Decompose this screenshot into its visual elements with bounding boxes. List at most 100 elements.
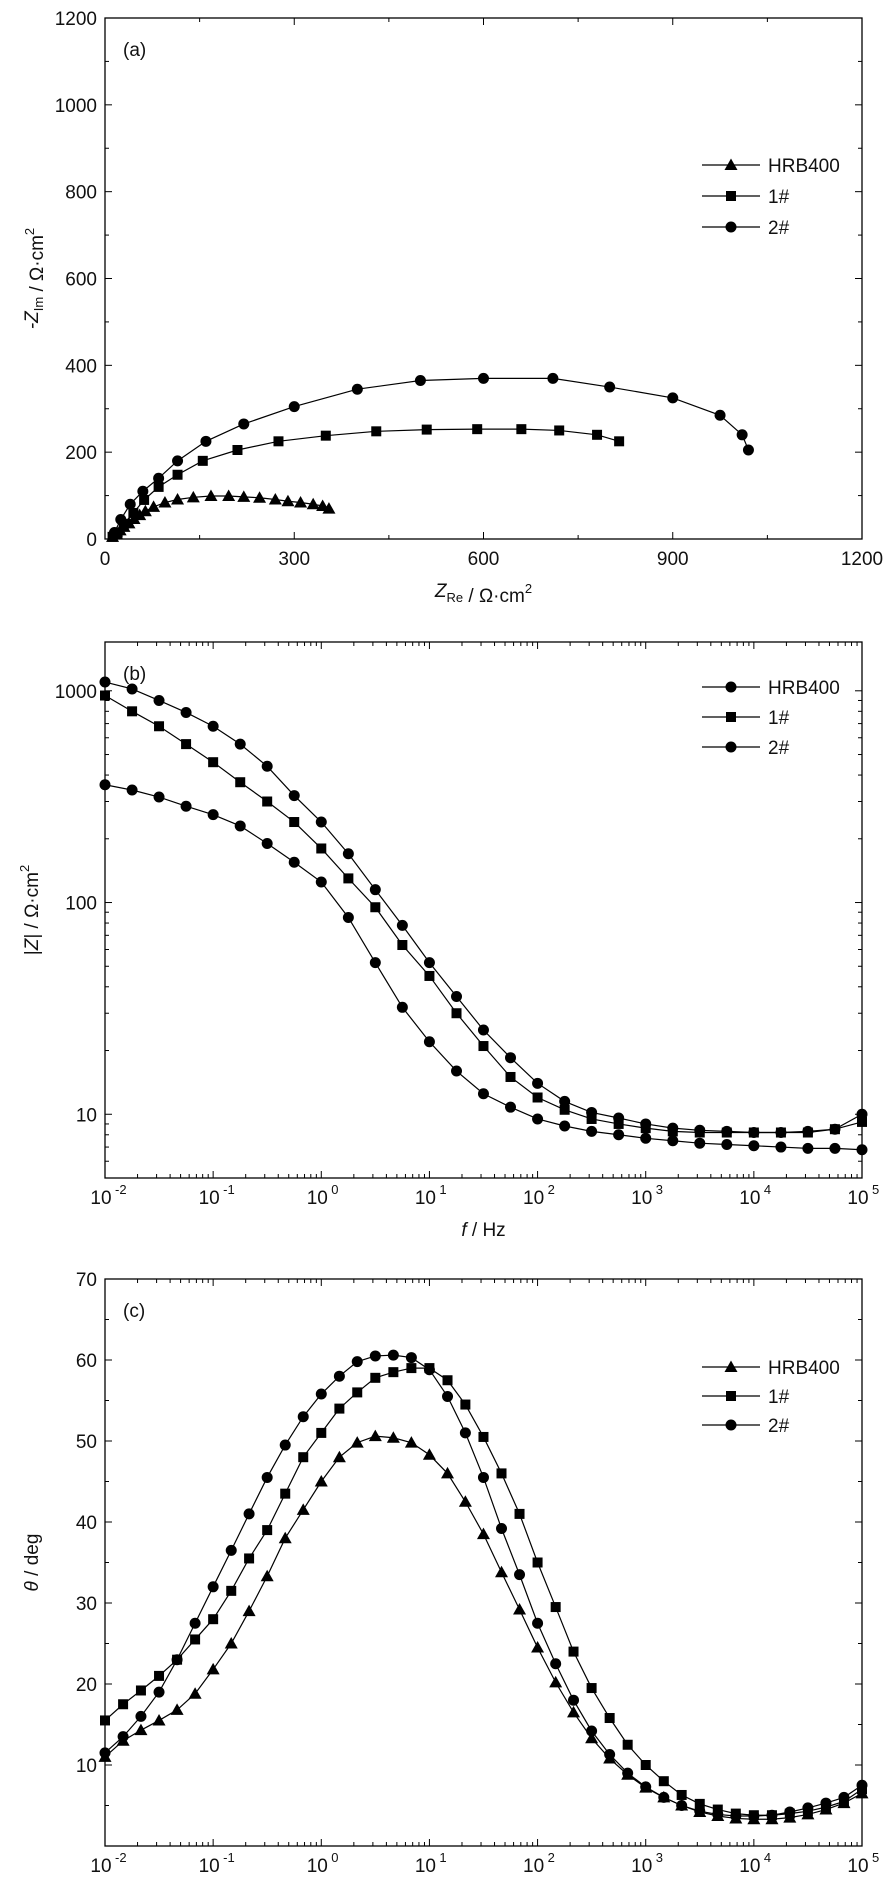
data-point <box>451 990 463 1002</box>
data-point <box>712 1808 724 1820</box>
data-point <box>296 1503 310 1515</box>
data-point <box>532 1092 543 1103</box>
series-2# <box>99 676 868 1139</box>
data-point <box>333 1370 345 1382</box>
svg-text:4: 4 <box>764 1182 771 1197</box>
data-point <box>207 1581 219 1593</box>
data-point <box>158 496 172 508</box>
legend-label: 2# <box>768 218 790 239</box>
svg-text:10: 10 <box>199 1856 220 1877</box>
y-tick-label-4: 800 <box>65 183 97 204</box>
data-point <box>532 1077 544 1089</box>
x-tick-label-4: 10 2 <box>523 1182 555 1209</box>
data-point <box>235 777 246 788</box>
data-point <box>516 424 527 435</box>
legend-marker <box>725 741 737 753</box>
data-point <box>100 690 110 701</box>
data-point <box>128 507 139 518</box>
x-tick-label-6: 10 4 <box>739 1182 771 1209</box>
data-point <box>856 1108 868 1120</box>
data-point <box>676 1789 687 1800</box>
data-point <box>369 1350 381 1362</box>
data-point <box>351 383 363 395</box>
y-tick-label-3: 40 <box>76 1513 97 1534</box>
data-point <box>531 1641 545 1653</box>
data-point <box>279 1439 291 1451</box>
data-point <box>207 809 219 821</box>
data-point <box>667 392 679 404</box>
legend-label: HRB400 <box>768 156 840 177</box>
legend-marker <box>726 191 736 201</box>
x-axis: 0 300 600 900 1200 <box>100 18 883 570</box>
legend-entry-1#: 1# <box>702 708 790 729</box>
x-tick-label-3: 10 1 <box>415 1850 447 1877</box>
data-point <box>766 1809 778 1821</box>
y-tick-label-1: 100 <box>65 894 97 915</box>
data-point <box>100 1715 110 1726</box>
data-point <box>414 375 426 387</box>
data-point <box>180 800 192 812</box>
panel-label: (a) <box>123 40 146 61</box>
data-point <box>232 444 243 455</box>
svg-text:3: 3 <box>656 1850 663 1865</box>
svg-text:10: 10 <box>739 1188 760 1209</box>
x-tick-label-1: 10 -1 <box>199 1850 235 1877</box>
data-point <box>154 1670 165 1681</box>
data-point <box>386 1431 400 1443</box>
legend-entry-1#: 1# <box>702 1387 790 1408</box>
legend-marker <box>724 1360 738 1372</box>
data-point <box>784 1806 796 1818</box>
data-point <box>748 1810 760 1822</box>
data-point <box>334 1403 345 1414</box>
series-1# <box>100 690 867 1138</box>
data-point <box>622 1767 634 1779</box>
data-point <box>714 409 726 421</box>
data-point <box>117 1731 129 1743</box>
data-point <box>342 848 354 860</box>
data-point <box>289 817 300 828</box>
data-point <box>126 784 138 796</box>
data-point <box>237 490 251 502</box>
data-point <box>694 1798 705 1809</box>
data-point <box>622 1739 633 1750</box>
data-point <box>640 1118 652 1130</box>
data-point <box>262 1525 273 1536</box>
data-point <box>694 1137 706 1149</box>
y-tick-label-1: 20 <box>76 1675 97 1696</box>
data-point <box>153 694 165 706</box>
y-tick-label-1: 200 <box>65 443 97 464</box>
series-line <box>113 377 750 533</box>
data-point <box>288 790 300 802</box>
legend-marker <box>725 681 737 693</box>
data-point <box>137 485 149 497</box>
data-point <box>322 502 336 514</box>
data-point <box>261 760 273 772</box>
x-tick-label-5: 10 3 <box>631 1850 663 1877</box>
data-point <box>127 512 141 525</box>
data-point <box>838 1791 850 1803</box>
y-axis-label: |Z| / Ω·cm2 <box>17 865 43 955</box>
data-point <box>802 1125 814 1137</box>
legend-entry-2#: 2# <box>702 218 790 239</box>
data-point <box>458 1495 472 1507</box>
data-point <box>170 1703 184 1715</box>
x-axis: 10 -2 10 -1 10 0 10 1 10 2 10 3 10 4 10 5 <box>90 642 879 1209</box>
series-1# <box>107 424 625 542</box>
data-point <box>658 1776 669 1787</box>
series-line <box>104 681 863 1134</box>
data-point <box>604 1713 615 1724</box>
legend: HRB400 1# 2# <box>702 1358 840 1437</box>
y-tick-label-0: 0 <box>86 530 97 551</box>
panel-1: 0 300 600 900 1200 0 200 400 600 800 1000 1200 ZRe /… <box>22 9 883 607</box>
data-point <box>314 1475 328 1487</box>
data-point <box>234 738 246 750</box>
data-point <box>667 1135 679 1147</box>
data-point <box>604 381 616 393</box>
x-tick-label-4: 10 2 <box>523 1850 555 1877</box>
data-point <box>222 489 236 502</box>
y-axis: 10 20 30 40 50 60 70 <box>76 1270 862 1806</box>
data-point <box>320 430 331 441</box>
data-point <box>694 1805 706 1817</box>
data-point <box>856 1144 868 1156</box>
